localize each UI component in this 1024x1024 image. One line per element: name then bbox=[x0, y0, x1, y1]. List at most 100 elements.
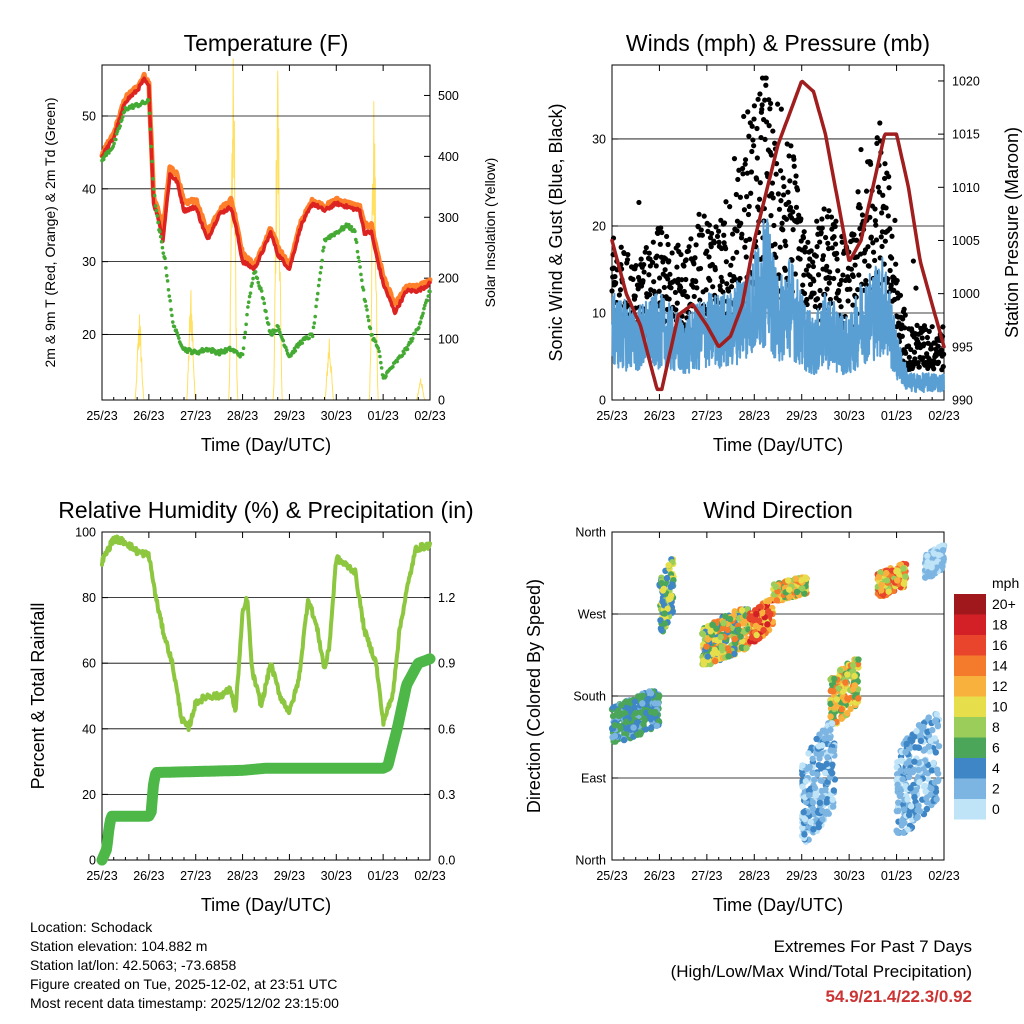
gust-point-433 bbox=[769, 191, 775, 197]
direction-point-1022 bbox=[801, 590, 808, 597]
direction-point-1408 bbox=[809, 805, 817, 812]
gust-point-110 bbox=[649, 259, 656, 266]
direction-point-284 bbox=[616, 723, 623, 730]
dewpoint-point-246 bbox=[312, 321, 317, 325]
p4-xtick-label-0: 25/23 bbox=[596, 869, 627, 883]
gust-point-585 bbox=[825, 240, 831, 246]
direction-point-662 bbox=[718, 643, 725, 650]
dewpoint-point-300 bbox=[359, 272, 363, 277]
gust-point-618 bbox=[837, 281, 843, 287]
dewpoint-point-232 bbox=[300, 341, 305, 345]
gust-point-310 bbox=[723, 259, 729, 265]
pressure-line bbox=[610, 79, 946, 392]
direction-point-199 bbox=[627, 698, 634, 705]
gust-point-227 bbox=[693, 278, 699, 285]
gust-point-360 bbox=[742, 244, 748, 250]
dewpoint-point-363 bbox=[413, 331, 418, 336]
direction-point-1299 bbox=[829, 761, 836, 768]
gust-point-621 bbox=[838, 304, 844, 310]
direction-point-368 bbox=[665, 562, 672, 569]
dewpoint-point-320 bbox=[376, 346, 381, 350]
direction-point-1212 bbox=[833, 696, 841, 703]
gust-point-565 bbox=[817, 302, 824, 308]
direction-point-1846 bbox=[907, 803, 915, 810]
dewpoint-point-84 bbox=[172, 324, 177, 329]
gust-point-718 bbox=[874, 140, 880, 147]
gust-point-821 bbox=[912, 356, 918, 362]
direction-point-653 bbox=[722, 612, 729, 620]
dewpoint-point-250 bbox=[315, 291, 320, 296]
gust-point-230 bbox=[694, 285, 700, 291]
sonic-wind-line bbox=[611, 218, 945, 394]
gust-point-90 bbox=[642, 249, 648, 255]
direction-point-1421 bbox=[828, 720, 836, 727]
gust-point-743 bbox=[883, 205, 889, 211]
gust-point-442 bbox=[772, 241, 778, 247]
gust-point-898 bbox=[940, 364, 946, 370]
direction-point-383 bbox=[658, 579, 665, 587]
dewpoint-point-257 bbox=[322, 245, 326, 250]
p2-xtick-label-7: 02/23 bbox=[928, 409, 959, 423]
direction-point-1208 bbox=[838, 705, 845, 713]
gust-point-73 bbox=[636, 199, 642, 206]
gust-point-362 bbox=[742, 157, 749, 163]
direction-point-242 bbox=[634, 719, 641, 726]
dewpoint-point-14 bbox=[112, 141, 116, 146]
gust-point-732 bbox=[879, 243, 885, 250]
gust-point-607 bbox=[833, 218, 839, 224]
gust-point-357 bbox=[741, 113, 747, 120]
gust-point-316 bbox=[725, 288, 732, 294]
direction-point-380 bbox=[658, 626, 665, 634]
direction-point-819 bbox=[758, 610, 766, 617]
direction-point-219 bbox=[640, 720, 647, 728]
gust-point-267 bbox=[707, 235, 714, 241]
legend-label-9: 2 bbox=[992, 781, 1000, 797]
dewpoint-point-74 bbox=[164, 266, 168, 270]
dewpoint-point-77 bbox=[166, 287, 171, 292]
gust-point-379 bbox=[749, 148, 755, 155]
p1-xtick-label-4: 29/23 bbox=[274, 409, 305, 423]
gust-point-376 bbox=[748, 190, 754, 196]
direction-point-620 bbox=[699, 630, 707, 638]
gust-point-400 bbox=[756, 196, 763, 202]
gust-point-431 bbox=[768, 213, 774, 219]
gust-point-179 bbox=[675, 242, 681, 248]
gust-point-160 bbox=[668, 285, 674, 291]
p1-ytick-label-0: 20 bbox=[82, 328, 96, 342]
p1-y2tick-label-5: 500 bbox=[438, 89, 459, 103]
p2-ytick-label-3: 30 bbox=[592, 132, 606, 146]
gust-point-458 bbox=[778, 198, 784, 204]
direction-point-1414 bbox=[827, 747, 834, 754]
direction-point-1388 bbox=[809, 769, 816, 777]
dewpoint-point-174 bbox=[250, 281, 254, 286]
gust-point-750 bbox=[886, 174, 892, 180]
dewpoint-point-168 bbox=[245, 312, 249, 317]
direction-point-1841 bbox=[899, 776, 906, 783]
gust-point-590 bbox=[827, 269, 833, 275]
gust-point-643 bbox=[846, 277, 852, 284]
gust-point-255 bbox=[703, 287, 709, 293]
dewpoint-point-68 bbox=[158, 234, 163, 239]
dewpoint-point-67 bbox=[158, 229, 162, 234]
direction-point-1698 bbox=[898, 822, 905, 829]
gust-point-370 bbox=[745, 211, 752, 218]
direction-point-385 bbox=[664, 605, 671, 612]
gust-point-295 bbox=[718, 217, 724, 223]
direction-point-1686 bbox=[894, 829, 901, 836]
p2-y2tick-label-3: 1005 bbox=[952, 234, 980, 248]
dewpoint-point-188 bbox=[262, 301, 267, 306]
dewpoint-point-169 bbox=[246, 305, 250, 309]
station-latlon: Station lat/lon: 42.5063; -73.6858 bbox=[30, 957, 237, 973]
p1-ytick-label-1: 30 bbox=[82, 255, 96, 269]
dewpoint-point-78 bbox=[167, 294, 172, 298]
dewpoint-point-8 bbox=[107, 151, 111, 155]
dewpoint-point-380 bbox=[428, 289, 432, 294]
gust-point-415 bbox=[762, 136, 768, 143]
p4-ytick-label-4: North bbox=[575, 526, 606, 540]
extremes-box: Extremes For Past 7 Days (High/Low/Max W… bbox=[671, 934, 972, 1009]
gust-point-152 bbox=[665, 241, 671, 248]
gust-point-484 bbox=[787, 204, 794, 211]
direction-point-1991 bbox=[935, 551, 942, 559]
direction-point-1186 bbox=[838, 715, 845, 722]
gust-point-436 bbox=[770, 128, 776, 134]
